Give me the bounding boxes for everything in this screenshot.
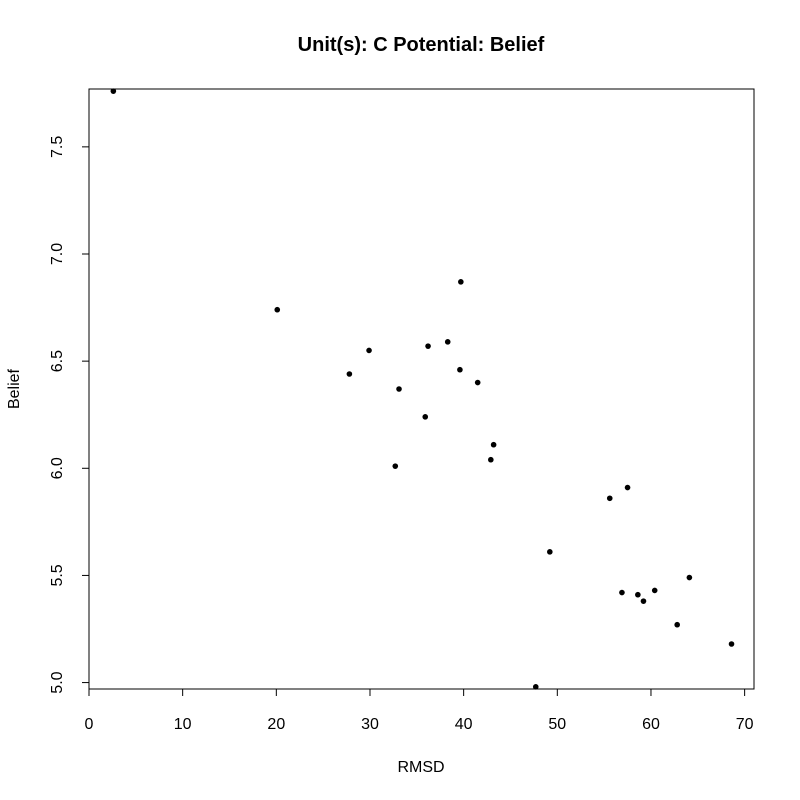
data-point — [457, 366, 463, 373]
plot-frame — [88, 88, 755, 690]
data-point — [396, 386, 402, 392]
data-point — [606, 495, 613, 502]
data-point — [444, 339, 451, 345]
data-point — [619, 589, 625, 596]
y-tick-label: 5.5 — [49, 564, 66, 586]
data-point — [392, 463, 399, 469]
x-tick-label: 60 — [642, 716, 660, 733]
y-tick-label: 7.5 — [49, 136, 66, 158]
data-point — [651, 587, 658, 594]
chart-title: Unit(s): C Potential: Belief — [298, 34, 545, 56]
data-point — [346, 371, 353, 377]
x-tick-label: 10 — [174, 716, 192, 733]
x-axis-label: RMSD — [397, 759, 444, 776]
data-point — [624, 484, 631, 491]
data-point — [490, 441, 497, 448]
data-point — [674, 621, 680, 628]
data-point — [474, 379, 481, 386]
data-points — [110, 88, 735, 690]
x-tick-label: 40 — [455, 716, 473, 733]
x-axis: 0 10 20 30 40 50 60 70 — [85, 688, 754, 733]
data-point — [425, 343, 431, 349]
x-tick-label: 70 — [736, 716, 754, 733]
y-tick-label: 7.0 — [49, 243, 66, 265]
data-point — [547, 549, 553, 555]
data-point — [422, 414, 429, 420]
x-tick-label: 20 — [267, 716, 285, 733]
data-point — [635, 591, 641, 598]
data-point — [458, 279, 464, 285]
data-point — [532, 684, 539, 690]
x-tick-label: 50 — [548, 716, 566, 733]
data-point — [686, 574, 693, 581]
y-tick-label: 6.5 — [49, 350, 66, 372]
y-axis: 5.0 5.5 6.0 6.5 7.0 7.5 — [49, 136, 90, 694]
data-point — [640, 598, 647, 604]
data-point — [274, 306, 281, 313]
data-point — [110, 88, 117, 94]
y-tick-label: 6.0 — [49, 457, 66, 479]
y-axis-label: Belief — [6, 368, 23, 409]
data-point — [488, 456, 494, 463]
y-tick-label: 5.0 — [49, 671, 66, 693]
data-point — [366, 347, 372, 354]
x-tick-label: 30 — [361, 716, 379, 733]
data-point — [728, 641, 735, 647]
x-tick-label: 0 — [85, 716, 94, 733]
